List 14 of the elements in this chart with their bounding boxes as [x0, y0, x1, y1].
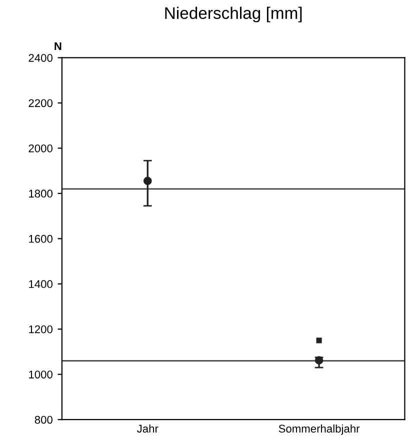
y-tick-label: 800 [34, 416, 52, 424]
x-tick-label: Jahr [137, 424, 158, 433]
y-tick-label: 2400 [28, 54, 52, 62]
y-tick-label: 2200 [28, 99, 52, 108]
y-tick-label: 2000 [28, 144, 52, 152]
y-tick-label: 1200 [29, 325, 52, 334]
point [316, 338, 322, 344]
y-tick-label: 1600 [29, 234, 52, 243]
y-tick-label: 1000 [29, 370, 52, 378]
y-tick-label: 1800 [29, 190, 52, 198]
y-axis-title: N [54, 42, 62, 50]
x-tick-label: Sommerhalbjahr [278, 424, 360, 435]
chart-title: Niederschlag [mm] [165, 6, 302, 22]
y-tick-label: 1400 [29, 280, 52, 288]
